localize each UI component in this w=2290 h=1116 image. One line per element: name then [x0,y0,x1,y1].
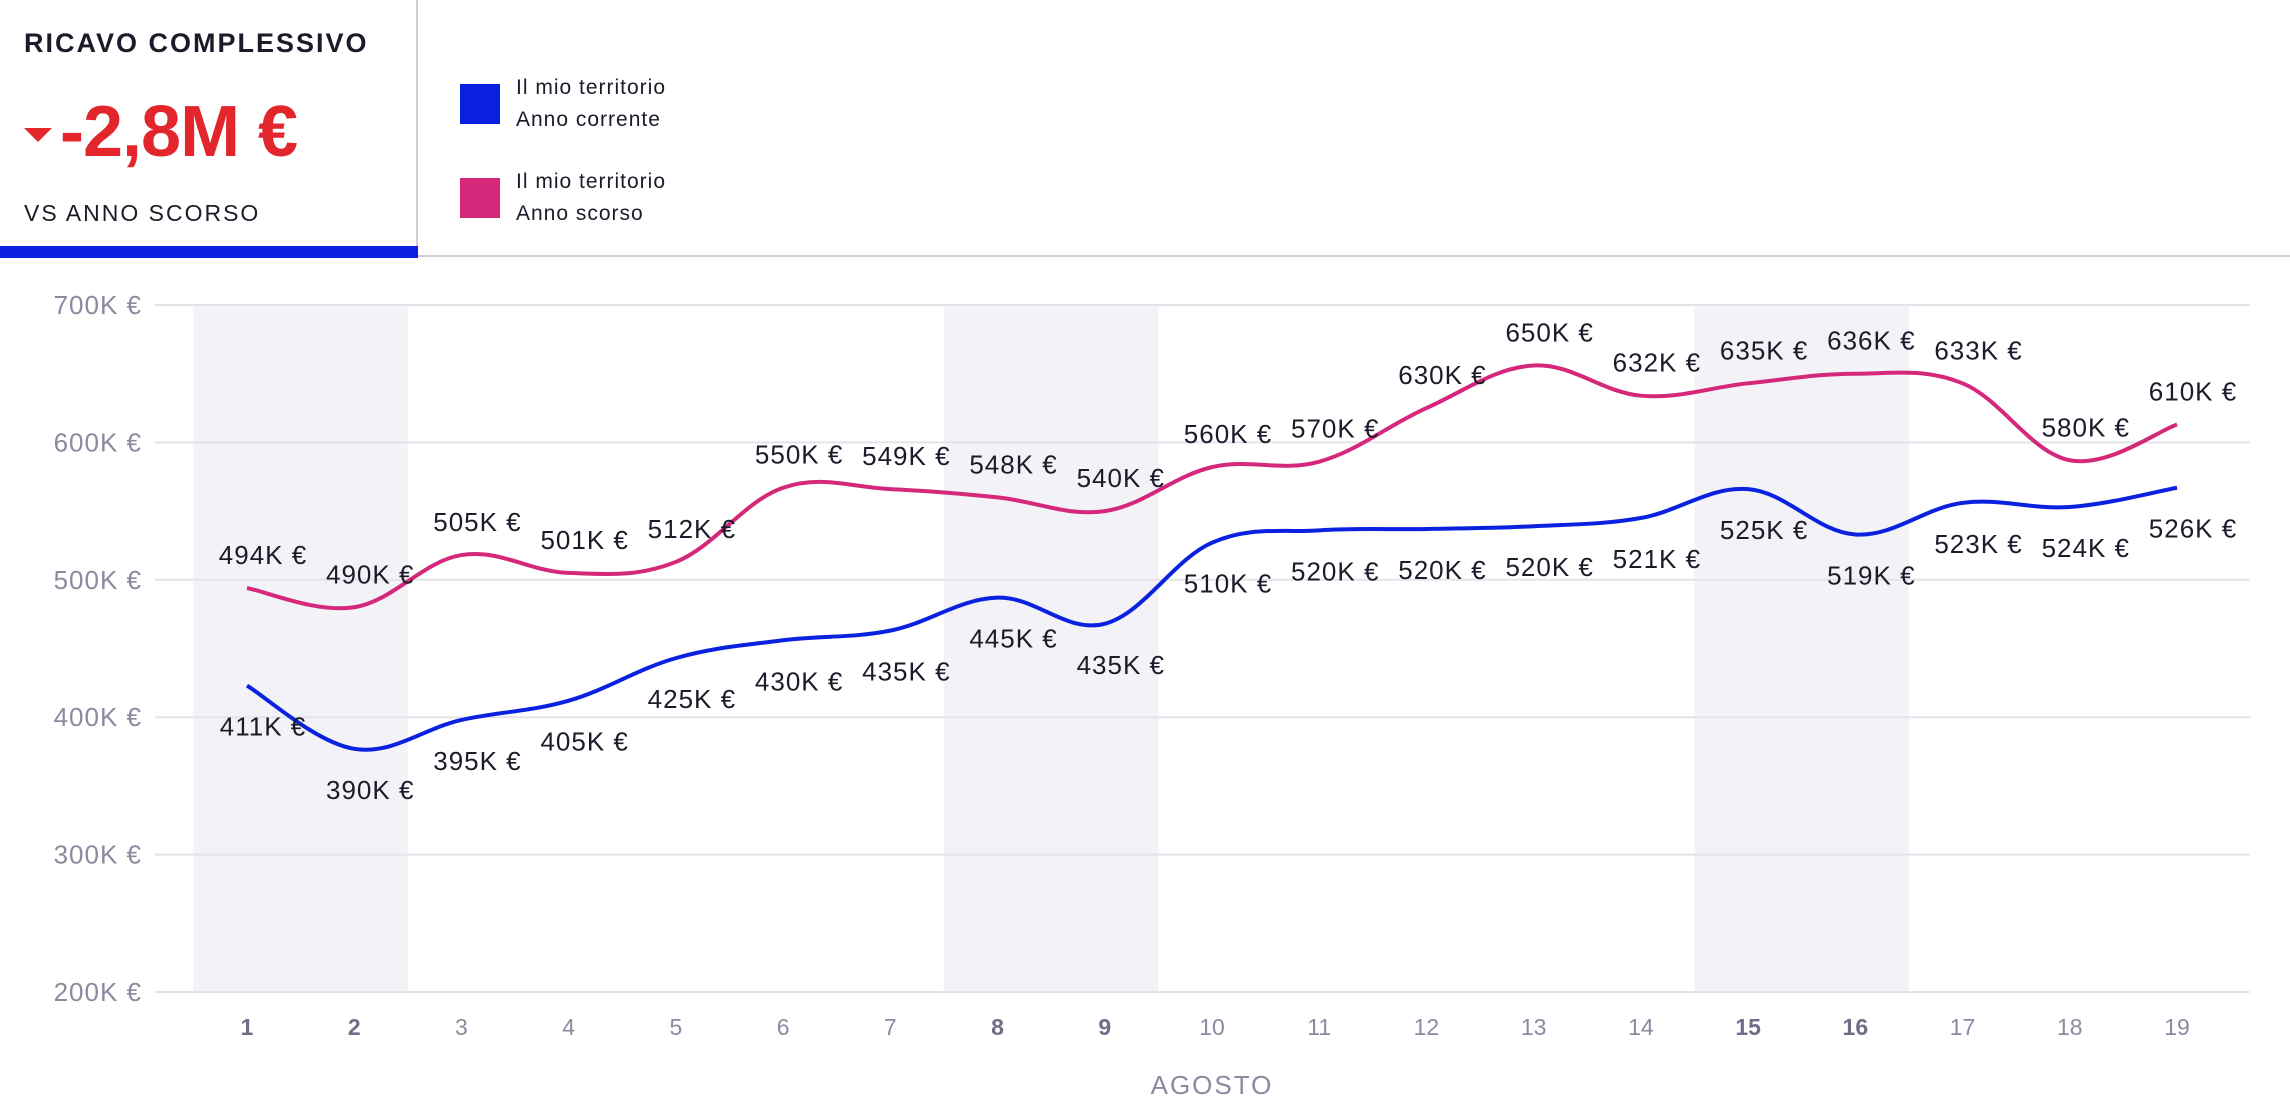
x-tick-label: 7 [884,1014,897,1040]
x-tick-label: 2 [348,1014,361,1040]
x-tick-label: 4 [562,1014,575,1040]
legend-label-current-year: Il mio territorio Anno corrente [516,72,666,136]
x-tick-label: 5 [669,1014,682,1040]
data-label: 425K € [648,684,736,714]
x-tick-label: 14 [1628,1014,1654,1040]
data-label: 633K € [1934,335,2022,365]
legend-swatch-last-year [460,178,500,218]
data-label: 570K € [1291,414,1379,444]
x-tick-label: 12 [1414,1014,1440,1040]
y-tick-label: 200K € [54,977,142,1007]
kpi-panel: RICAVO COMPLESSIVO -2,8M € VS ANNO SCORS… [0,0,418,258]
data-label: 525K € [1720,515,1808,545]
data-label: 635K € [1720,335,1808,365]
data-label: 494K € [219,540,307,570]
data-label: 650K € [1505,317,1593,347]
y-tick-label: 600K € [54,427,142,457]
x-tick-label: 17 [1950,1014,1976,1040]
data-label: 519K € [1827,560,1915,590]
x-tick-label: 10 [1199,1014,1225,1040]
kpi-value: -2,8M € [60,92,298,172]
legend-item-last-year[interactable]: Il mio territorio Anno scorso [460,166,666,230]
legend-line1: Il mio territorio [516,76,667,99]
data-label: 501K € [540,525,628,555]
data-label: 610K € [2149,377,2237,407]
data-label: 632K € [1613,348,1701,378]
data-label: 405K € [540,727,628,757]
data-label: 580K € [2042,412,2130,442]
data-label: 520K € [1398,555,1486,585]
kpi-active-indicator [0,246,418,258]
x-tick-label: 11 [1307,1014,1331,1040]
data-label: 549K € [862,441,950,471]
data-label: 540K € [1077,463,1165,493]
highlight-band [1694,305,1909,992]
data-label: 445K € [969,624,1057,654]
data-label: 435K € [862,657,950,687]
x-tick-label: 6 [777,1014,790,1040]
data-label: 435K € [1077,650,1165,680]
data-label: 390K € [326,775,414,805]
data-label: 523K € [1934,529,2022,559]
x-tick-label: 16 [1843,1014,1869,1040]
x-tick-label: 19 [2164,1014,2190,1040]
data-label: 550K € [755,440,843,470]
legend-line2: Anno corrente [516,108,661,131]
legend-label-last-year: Il mio territorio Anno scorso [516,166,666,230]
trend-down-icon [24,128,52,142]
x-tick-label: 1 [241,1014,254,1040]
data-label: 520K € [1291,556,1379,586]
data-label: 512K € [648,514,736,544]
data-label: 526K € [2149,514,2237,544]
legend-line2: Anno scorso [516,202,644,225]
data-label: 636K € [1827,326,1915,356]
data-label: 395K € [433,746,521,776]
data-label: 411K € [220,712,306,742]
y-tick-label: 500K € [54,565,142,595]
x-tick-label: 3 [455,1014,468,1040]
x-tick-label: 9 [1098,1014,1111,1040]
legend-line1: Il mio territorio [516,170,667,193]
data-label: 630K € [1398,360,1486,390]
data-label: 560K € [1184,419,1272,449]
y-tick-label: 700K € [54,290,142,320]
kpi-title: RICAVO COMPLESSIVO [24,28,369,58]
data-label: 510K € [1184,569,1272,599]
x-tick-label: 8 [991,1014,1004,1040]
kpi-subtitle: VS ANNO SCORSO [24,200,261,226]
legend-swatch-current-year [460,84,500,124]
data-label: 505K € [433,507,521,537]
highlight-band [193,305,408,992]
highlight-band [943,305,1159,992]
kpi-value-row: -2,8M € [24,92,298,172]
x-tick-label: 18 [2057,1014,2083,1040]
y-tick-label: 300K € [54,840,142,870]
y-tick-label: 400K € [54,702,142,732]
header-divider [418,255,2290,257]
data-label: 430K € [755,666,843,696]
legend-item-current-year[interactable]: Il mio territorio Anno corrente [460,72,666,136]
x-axis-label: AGOSTO [1151,1070,1274,1100]
data-label: 548K € [969,449,1057,479]
x-tick-label: 15 [1735,1014,1761,1040]
data-label: 520K € [1505,552,1593,582]
data-label: 490K € [326,559,414,589]
legend: Il mio territorio Anno corrente Il mio t… [460,72,666,260]
data-label: 524K € [2042,533,2130,563]
data-label: 521K € [1613,544,1701,574]
x-tick-label: 13 [1521,1014,1547,1040]
